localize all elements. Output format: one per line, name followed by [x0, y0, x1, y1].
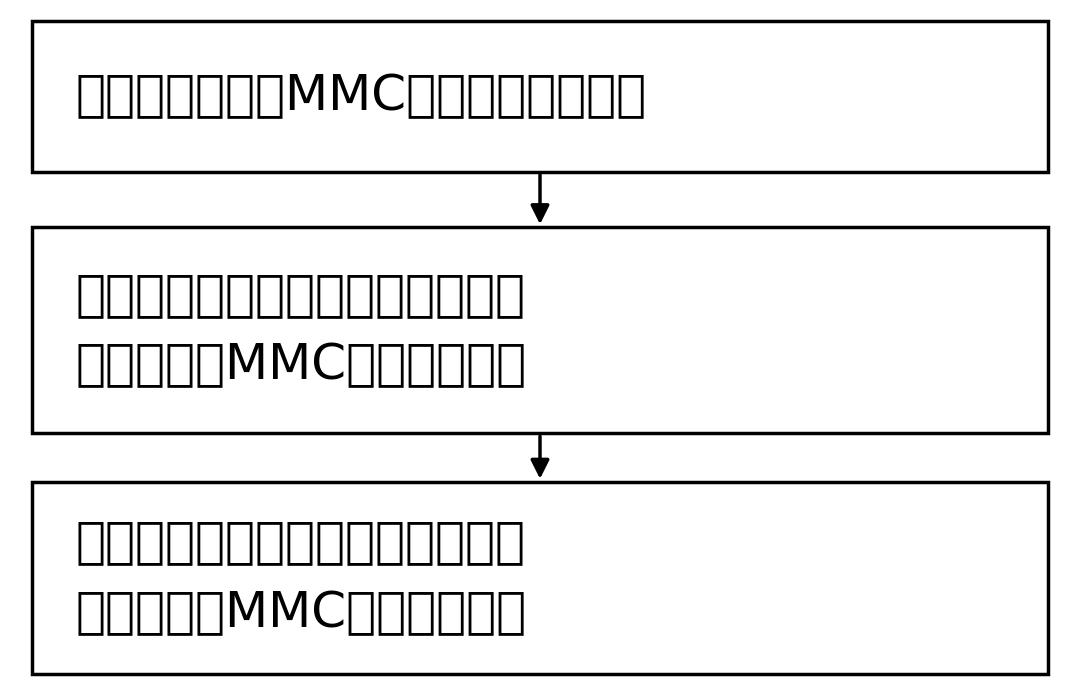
FancyBboxPatch shape: [32, 482, 1048, 674]
FancyBboxPatch shape: [32, 21, 1048, 172]
Text: 阶段一，一次侧MMC的子模块不控充电: 阶段一，一次侧MMC的子模块不控充电: [76, 72, 647, 120]
Text: 阶段二，使用峰值电流控制方法，
控制一次侧MMC的子模块充电: 阶段二，使用峰值电流控制方法， 控制一次侧MMC的子模块充电: [76, 271, 527, 389]
Text: 阶段三，使用移相调制控制方法，
控制二次侧MMC的子模块充电: 阶段三，使用移相调制控制方法， 控制二次侧MMC的子模块充电: [76, 519, 527, 637]
FancyBboxPatch shape: [32, 227, 1048, 433]
